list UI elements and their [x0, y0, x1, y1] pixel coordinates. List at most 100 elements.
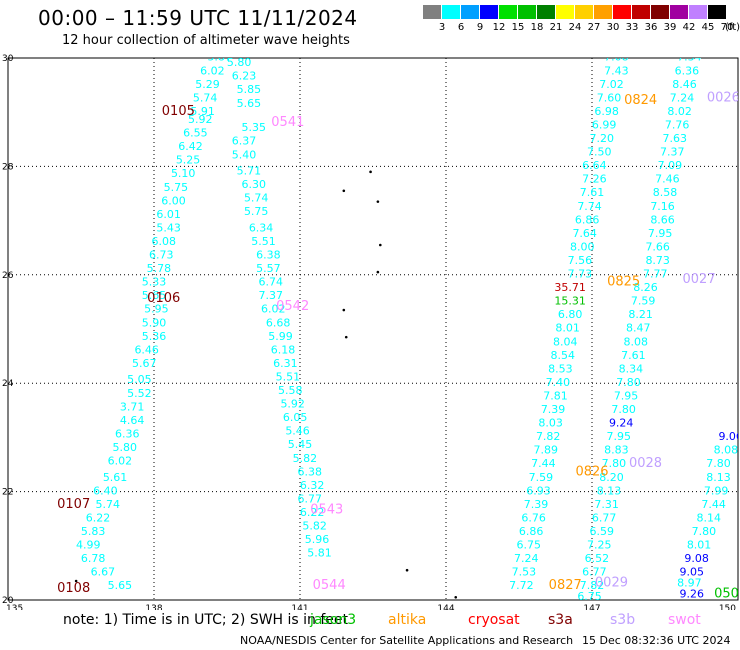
wave-height-label: 6.80 — [558, 308, 583, 321]
wave-height-label: 6.74 — [259, 276, 284, 289]
legend-unit: (ft) — [725, 22, 740, 33]
wave-height-label: 4.64 — [120, 414, 145, 427]
wave-height-label: 6.52 — [585, 552, 610, 565]
wave-height-label: 7.56 — [568, 254, 593, 267]
wave-height-label: 8.01 — [555, 322, 580, 335]
wave-height-label: 6.40 — [93, 484, 118, 497]
legend-swatch — [688, 5, 707, 19]
chart-subtitle: 12 hour collection of altimeter wave hei… — [62, 33, 350, 48]
wave-height-label: 6.08 — [151, 235, 176, 248]
wave-height-label: 6.78 — [81, 552, 106, 565]
wave-height-label: 5.82 — [302, 520, 327, 533]
legend-label: 24 — [568, 22, 582, 33]
wave-height-label: 6.02 — [261, 303, 286, 316]
wave-height-label: 7.73 — [568, 268, 593, 281]
legend-label: 12 — [492, 22, 506, 33]
wave-height-label: 5.92 — [280, 398, 305, 411]
wave-height-label: 7.09 — [658, 159, 683, 172]
pass-id-label: 0105 — [162, 104, 195, 119]
wave-height-label: 7.80 — [706, 457, 731, 470]
legend-swatch — [555, 5, 574, 19]
wave-height-label: 7.72 — [509, 579, 534, 592]
legend-label: 33 — [625, 22, 639, 33]
wave-height-label: 7.82 — [536, 430, 561, 443]
chart-plot: 135 138 141 144 147 1502022242628305.656.676.… — [2, 2, 739, 610]
land-dot — [376, 270, 380, 274]
wave-height-label: 5.40 — [232, 148, 257, 161]
legend-label: 45 — [701, 22, 715, 33]
wave-height-label: 7.95 — [614, 389, 639, 402]
legend-swatch — [612, 5, 631, 19]
legend-swatch — [593, 5, 612, 19]
wave-height-label: 7.59 — [529, 471, 554, 484]
wave-height-label: 7.81 — [543, 389, 568, 402]
wave-height-label: 7.95 — [607, 430, 632, 443]
wave-height-label: 4.99 — [76, 539, 101, 552]
wave-height-label: 6.22 — [215, 10, 240, 23]
wave-height-label: 8.20 — [599, 471, 624, 484]
wave-height-label: 8.83 — [604, 444, 629, 457]
wave-height-label: 8.58 — [653, 186, 678, 199]
wave-height-label: 5.74 — [96, 498, 121, 511]
wave-height-label: 7.20 — [589, 132, 614, 145]
wave-height-label: 5.57 — [256, 262, 281, 275]
wave-height-label: 8.08 — [624, 335, 649, 348]
wave-height-label: 6.00 — [161, 194, 186, 207]
wave-height-label: 6.23 — [232, 70, 257, 83]
wave-height-label: 6.37 — [232, 135, 257, 148]
wave-height-label: 7.24 — [670, 91, 695, 104]
wave-height-label: 6.02 — [200, 64, 225, 77]
land-dot — [379, 243, 382, 247]
wave-height-label: 8.54 — [551, 349, 576, 362]
wave-height-label: 9.26 — [680, 587, 705, 600]
wave-height-label: 6.59 — [210, 24, 235, 37]
wave-height-label: 8.73 — [645, 254, 670, 267]
x-tick-label: 150 — [719, 604, 736, 610]
legend-swatch — [650, 5, 669, 19]
pass-id-label: 0826 — [575, 464, 608, 479]
legend-swatch — [536, 5, 555, 19]
wave-height-label: 5.87 — [207, 51, 232, 64]
wave-height-label: 6.68 — [266, 316, 291, 329]
wave-height-label: 5.95 — [144, 303, 169, 316]
wave-height-label: 5.51 — [251, 235, 276, 248]
wave-height-label: 5.78 — [147, 262, 172, 275]
wave-height-label: 6.41 — [220, 2, 245, 15]
satellite-s3b: s3b — [610, 612, 636, 628]
wave-height-label: 6.05 — [283, 411, 308, 424]
wave-height-label: 7.80 — [611, 403, 636, 416]
wave-height-label: 7.44 — [701, 498, 726, 511]
wave-height-label: 6.75 — [577, 590, 602, 603]
legend-label: 39 — [663, 22, 677, 33]
wave-height-label: 7.66 — [645, 240, 670, 253]
wave-height-label: 8.26 — [633, 281, 658, 294]
wave-height-label: 35.71 — [554, 281, 586, 294]
wave-height-label: 5.85 — [237, 83, 262, 96]
wave-height-label: 8.34 — [619, 362, 644, 375]
wave-height-label: 7.74 — [577, 200, 602, 213]
wave-height-label: 6.22 — [86, 511, 111, 524]
wave-height-label: 7.39 — [541, 403, 566, 416]
wave-height-label: 3.71 — [120, 400, 145, 413]
land-dot — [376, 200, 380, 203]
pass-id-label: 0108 — [57, 581, 90, 596]
wave-height-label: 8.02 — [667, 105, 692, 118]
wave-height-label: 5.80 — [227, 56, 252, 69]
y-tick-label: 24 — [2, 379, 14, 389]
pass-id-label: 0107 — [57, 497, 90, 512]
legend-label: 9 — [476, 22, 484, 33]
wave-height-label: 7.59 — [631, 295, 656, 308]
satellite-s3a: s3a — [548, 612, 573, 628]
pass-id-label: 0543 — [310, 502, 343, 517]
wave-height-label: 5.71 — [237, 165, 262, 178]
wave-height-label: 6.99 — [592, 118, 617, 131]
plot-frame — [7, 57, 739, 601]
legend-swatch — [422, 5, 441, 19]
wave-height-label: 6.55 — [183, 127, 208, 140]
x-tick-label: 147 — [583, 604, 600, 610]
legend-label: 70 — [720, 22, 734, 33]
legend-swatch — [707, 5, 726, 19]
wave-height-label: 8.03 — [538, 417, 563, 430]
wave-height-label: 7.89 — [534, 444, 559, 457]
wave-height-label: 5.99 — [268, 330, 293, 343]
